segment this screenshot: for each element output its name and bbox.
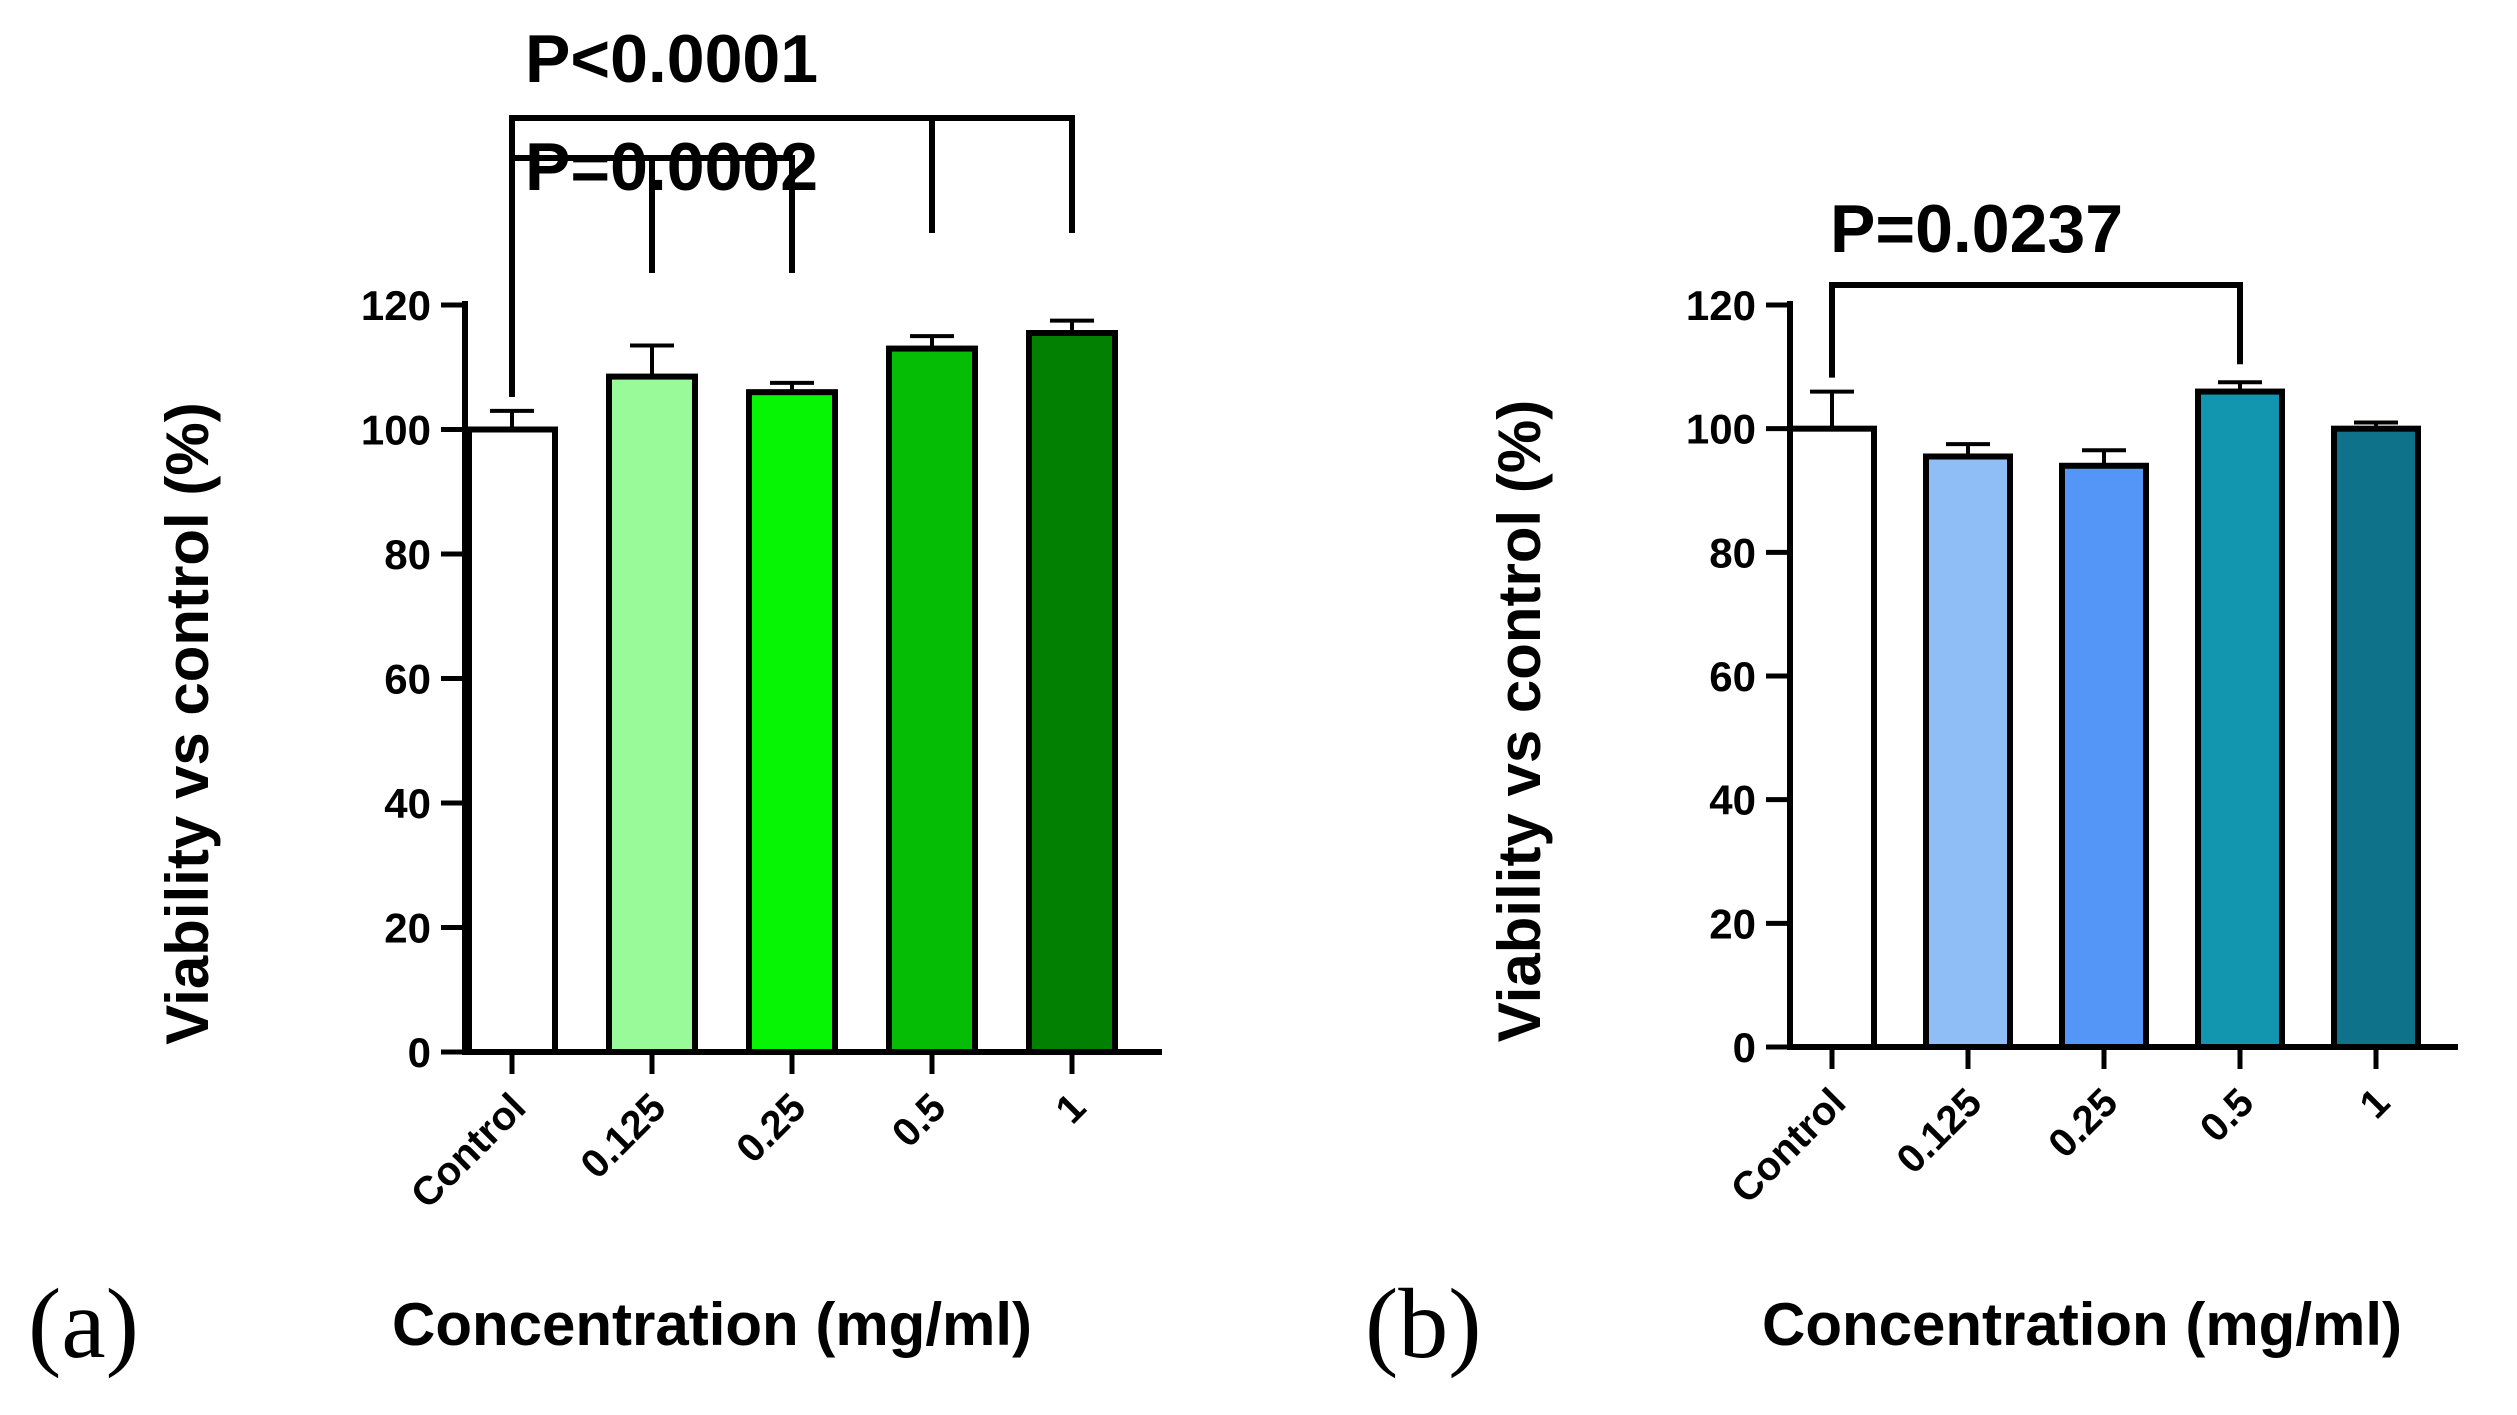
y-tick-label: 40 bbox=[384, 780, 431, 827]
p-value-label: P<0.0001 bbox=[525, 21, 818, 97]
x-tick-label: 1 bbox=[2352, 1080, 2399, 1127]
bar-0-5 bbox=[2195, 388, 2285, 1051]
x-tick-label: 0.5 bbox=[884, 1085, 954, 1155]
x-tick-label: 0.125 bbox=[1888, 1080, 1990, 1182]
x-tick-label: 0.25 bbox=[2040, 1080, 2126, 1166]
y-tick-label: 80 bbox=[1709, 529, 1756, 576]
y-tick-label: 60 bbox=[384, 656, 431, 703]
x-axis-title: Concentration (mg/ml) bbox=[1762, 1291, 2402, 1358]
x-tick-label: 1 bbox=[1048, 1085, 1095, 1132]
bar-1 bbox=[1026, 330, 1118, 1055]
y-tick-label: 100 bbox=[1686, 406, 1756, 453]
x-tick-label: 0.25 bbox=[728, 1085, 814, 1171]
x-axis-title: Concentration (mg/ml) bbox=[392, 1291, 1032, 1358]
bar-Control bbox=[1787, 425, 1877, 1050]
panel-label: (a) bbox=[28, 1268, 139, 1379]
y-axis-title: Viability vs control (%) bbox=[1486, 400, 1553, 1042]
y-tick-label: 120 bbox=[361, 282, 431, 329]
y-tick-label: 0 bbox=[1733, 1024, 1756, 1071]
p-value-label: P=0.0002 bbox=[525, 129, 818, 205]
x-tick-label: Control bbox=[1723, 1080, 1855, 1212]
bar-Control bbox=[466, 426, 558, 1055]
chart-panel-b: 0 20 40 60 80 100 120 Control 0.125 0.25 0.5 1 P=0.0… bbox=[1365, 191, 2458, 1379]
p-value-label: P=0.0237 bbox=[1830, 191, 2123, 267]
y-tick-label: 80 bbox=[384, 531, 431, 578]
y-tick-label: 120 bbox=[1686, 282, 1756, 329]
bar-1 bbox=[2331, 425, 2421, 1050]
x-tick-label: Control bbox=[403, 1085, 535, 1217]
y-tick-label: 20 bbox=[384, 905, 431, 952]
panel-label: (b) bbox=[1365, 1268, 1482, 1379]
bar-0-125 bbox=[606, 373, 698, 1055]
y-tick-label: 60 bbox=[1709, 653, 1756, 700]
bar-0-125 bbox=[1923, 453, 2013, 1051]
y-tick-label: 0 bbox=[408, 1029, 431, 1076]
x-tick-label: 0.125 bbox=[572, 1085, 674, 1187]
y-tick-label: 20 bbox=[1709, 900, 1756, 947]
bar-0-25 bbox=[746, 389, 838, 1055]
bar-0-5 bbox=[886, 345, 978, 1055]
y-tick-label: 40 bbox=[1709, 777, 1756, 824]
bar-0-25 bbox=[2059, 462, 2149, 1050]
y-tick-label: 100 bbox=[361, 407, 431, 454]
y-axis-title: Viability vs control (%) bbox=[154, 402, 221, 1044]
x-tick-label: 0.5 bbox=[2192, 1080, 2262, 1150]
chart-panel-a: 0 20 40 60 80 100 120 Control 0.125 0.25 0.5 1 P<0.0… bbox=[28, 21, 1162, 1379]
